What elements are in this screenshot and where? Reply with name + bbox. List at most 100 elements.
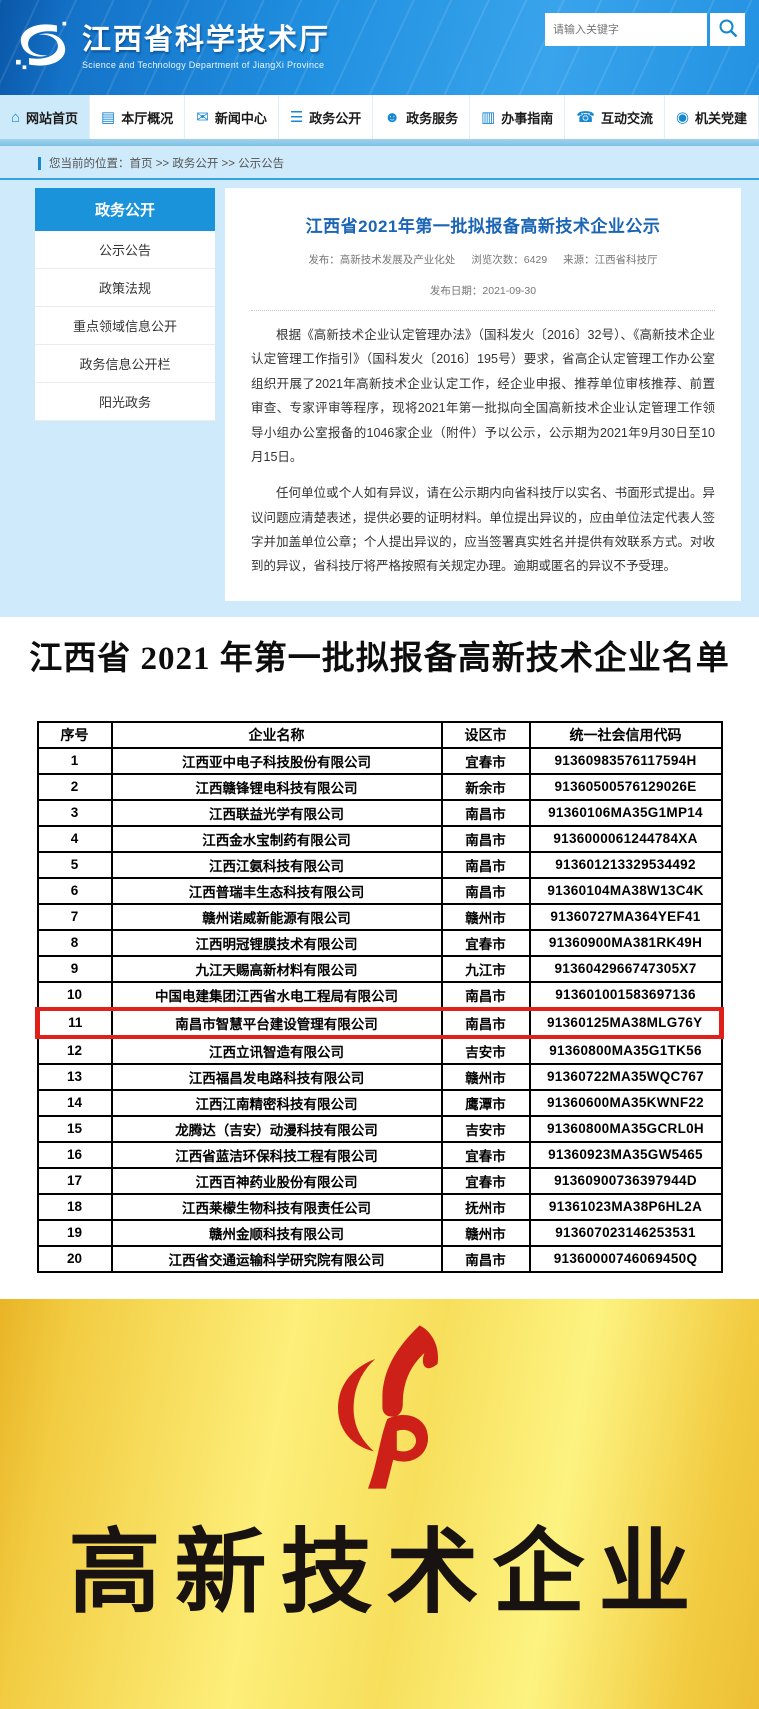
- nav-item-disclosure[interactable]: ☰ 政务公开: [279, 95, 374, 139]
- breadcrumb-text: 您当前的位置：首页 >> 政务公开 >> 公示公告: [49, 158, 285, 170]
- main-nav: ⌂ 网站首页 ▤ 本厅概况 ✉ 新闻中心 ☰ 政务公开 ☻ 政务服务 ▥ 办事指…: [0, 95, 759, 139]
- seq-cell: 13: [36, 1062, 113, 1091]
- site-header: 江西省科学技术厅 Science and Technology Departme…: [0, 0, 759, 95]
- table-row: 18 江西莱檬生物科技有限责任公司 抚州市 91361023MA38P6HL2A: [36, 1192, 723, 1221]
- meta-publisher: 发布：高新技术发展及产业化处: [308, 254, 456, 266]
- seq-cell: 7: [36, 902, 113, 931]
- table-row: 10 中国电建集团江西省水电工程局有限公司 南昌市 91360100158369713…: [36, 980, 723, 1010]
- nav-item-news[interactable]: ✉ 新闻中心: [185, 95, 279, 139]
- site-title: 江西省科学技术厅: [82, 24, 331, 57]
- site-logo-icon: [14, 19, 72, 76]
- nav-divider-strip: [0, 139, 759, 146]
- seq-cell: 8: [36, 928, 113, 957]
- plaque-section: 高新技术企业: [0, 1298, 759, 1709]
- credit-code-cell: 9136000061244784XA: [528, 824, 723, 853]
- city-cell: 南昌市: [440, 824, 531, 853]
- phone-icon: ☎: [576, 109, 595, 126]
- credit-code-cell: 91360600MA35KWNF22: [528, 1088, 723, 1117]
- seq-cell: 2: [36, 772, 113, 801]
- sidebar-item-key-info[interactable]: 重点领域信息公开: [35, 307, 215, 345]
- sidebar-item-sunshine[interactable]: 阳光政务: [35, 383, 215, 421]
- breadcrumb[interactable]: 您当前的位置：首页 >> 政务公开 >> 公示公告: [0, 146, 759, 178]
- nav-item-guide[interactable]: ▥ 办事指南: [470, 95, 566, 139]
- credit-code-cell: 91360000746069450Q: [528, 1244, 723, 1273]
- company-name-cell: 江西普瑞丰生态科技有限公司: [110, 876, 443, 905]
- city-cell: 宜春市: [440, 928, 531, 957]
- city-cell: 九江市: [440, 954, 531, 983]
- credit-code-cell: 91360500576129026E: [528, 772, 723, 801]
- article-panel: 江西省2021年第一批拟报备高新技术企业公示 发布：高新技术发展及产业化处 浏览…: [225, 188, 741, 601]
- table-row: 16 江西省蓝洁环保科技工程有限公司 宜春市 91360923MA35GW5465: [36, 1140, 723, 1169]
- table-row: 20 江西省交通运输科学研究院有限公司 南昌市 91360000746069450Q: [36, 1244, 723, 1273]
- company-name-cell: 南昌市智慧平台建设管理有限公司: [110, 1006, 443, 1039]
- credit-code-cell: 91360800MA35G1TK56: [528, 1035, 723, 1065]
- nav-label: 办事指南: [501, 110, 554, 126]
- seq-cell: 12: [36, 1035, 113, 1065]
- seq-cell: 11: [35, 1006, 113, 1039]
- search-input[interactable]: [545, 13, 707, 46]
- city-cell: 吉安市: [440, 1114, 531, 1143]
- city-cell: 南昌市: [440, 980, 531, 1010]
- company-name-cell: 江西省蓝洁环保科技工程有限公司: [110, 1140, 443, 1169]
- nav-item-overview[interactable]: ▤ 本厅概况: [90, 95, 186, 139]
- city-cell: 抚州市: [440, 1192, 531, 1221]
- sidebar-item-info-column[interactable]: 政务信息公开栏: [35, 345, 215, 383]
- city-cell: 吉安市: [440, 1035, 531, 1065]
- seq-cell: 3: [36, 798, 113, 827]
- nav-label: 新闻中心: [214, 110, 267, 126]
- company-name-cell: 江西江南精密科技有限公司: [110, 1088, 443, 1117]
- city-cell: 鹰潭市: [440, 1088, 531, 1117]
- city-cell: 南昌市: [440, 850, 531, 879]
- seq-cell: 19: [36, 1218, 113, 1247]
- nav-item-home[interactable]: ⌂ 网站首页: [0, 95, 91, 139]
- company-name-cell: 赣州金顺科技有限公司: [110, 1218, 443, 1247]
- table-row: 3 江西联益光学有限公司 南昌市 91360106MA35G1MP14: [36, 798, 723, 827]
- table-row: 17 江西百神药业股份有限公司 宜春市 91360900736397944D: [36, 1166, 723, 1195]
- seq-cell: 20: [36, 1244, 113, 1273]
- table-row: 13 江西福昌发电路科技有限公司 赣州市 91360722MA35WQC767: [36, 1062, 723, 1091]
- credit-code-cell: 91360722MA35WQC767: [528, 1062, 723, 1091]
- seq-cell: 4: [36, 824, 113, 853]
- meta-source: 来源：江西省科技厅: [563, 254, 658, 266]
- company-name-cell: 江西立讯智造有限公司: [110, 1035, 443, 1065]
- city-cell: 南昌市: [440, 876, 531, 905]
- nav-label: 网站首页: [26, 110, 79, 126]
- sidebar-item-announcements[interactable]: 公示公告: [35, 231, 215, 269]
- credit-code-cell: 91360106MA35G1MP14: [528, 798, 723, 827]
- table-row: 12 江西立讯智造有限公司 吉安市 91360800MA35G1TK56: [36, 1035, 723, 1065]
- nav-item-services[interactable]: ☻ 政务服务: [373, 95, 471, 139]
- meta-views: 浏览次数：6429: [471, 254, 548, 266]
- credit-code-cell: 91360923MA35GW5465: [528, 1140, 723, 1169]
- credit-code-cell: 9136042966747305X7: [528, 954, 723, 983]
- breadcrumb-bar-icon: [38, 156, 41, 170]
- table-row: 4 江西金水宝制药有限公司 南昌市 9136000061244784XA: [36, 824, 723, 853]
- seq-cell: 9: [36, 954, 113, 983]
- sidebar-title[interactable]: 政务公开: [35, 188, 215, 231]
- nav-item-interaction[interactable]: ☎ 互动交流: [565, 95, 665, 139]
- nav-item-party[interactable]: ◉ 机关党建: [665, 95, 759, 139]
- search-box: [545, 13, 745, 46]
- seq-cell: 18: [36, 1192, 113, 1221]
- company-list-section: 江西省 2021 年第一批拟报备高新技术企业名单 序号 企业名称 设区市 统一社…: [0, 616, 759, 1299]
- city-cell: 宜春市: [440, 1166, 531, 1195]
- article-paragraph: 根据《高新技术企业认定管理办法》（国科发火〔2016〕32号）、《高新技术企业认…: [251, 328, 715, 464]
- city-cell: 赣州市: [440, 1062, 531, 1091]
- list-title: 江西省 2021 年第一批拟报备高新技术企业名单: [29, 640, 730, 677]
- table-row: 14 江西江南精密科技有限公司 鹰潭市 91360600MA35KWNF22: [36, 1088, 723, 1117]
- company-name-cell: 中国电建集团江西省水电工程局有限公司: [110, 980, 443, 1010]
- city-cell: 新余市: [440, 772, 531, 801]
- search-button[interactable]: [710, 13, 745, 46]
- nav-label: 机关党建: [695, 110, 748, 126]
- site-logo[interactable]: 江西省科学技术厅 Science and Technology Departme…: [14, 19, 330, 76]
- company-name-cell: 江西福昌发电路科技有限公司: [110, 1062, 443, 1091]
- credit-code-cell: 91360727MA364YEF41: [528, 902, 723, 931]
- person-icon: ☻: [384, 108, 401, 126]
- building-icon: ▤: [101, 109, 116, 126]
- table-row: 9 九江天赐高新材料有限公司 九江市 9136042966747305X7: [36, 954, 723, 983]
- header-company: 企业名称: [110, 720, 443, 749]
- emblem-icon: ◉: [675, 109, 690, 126]
- company-name-cell: 龙腾达（吉安）动漫科技有限公司: [110, 1114, 443, 1143]
- seq-cell: 5: [36, 850, 113, 879]
- table-row: 7 赣州诺威新能源有限公司 赣州市 91360727MA364YEF41: [36, 902, 723, 931]
- sidebar-item-policies[interactable]: 政策法规: [35, 269, 215, 307]
